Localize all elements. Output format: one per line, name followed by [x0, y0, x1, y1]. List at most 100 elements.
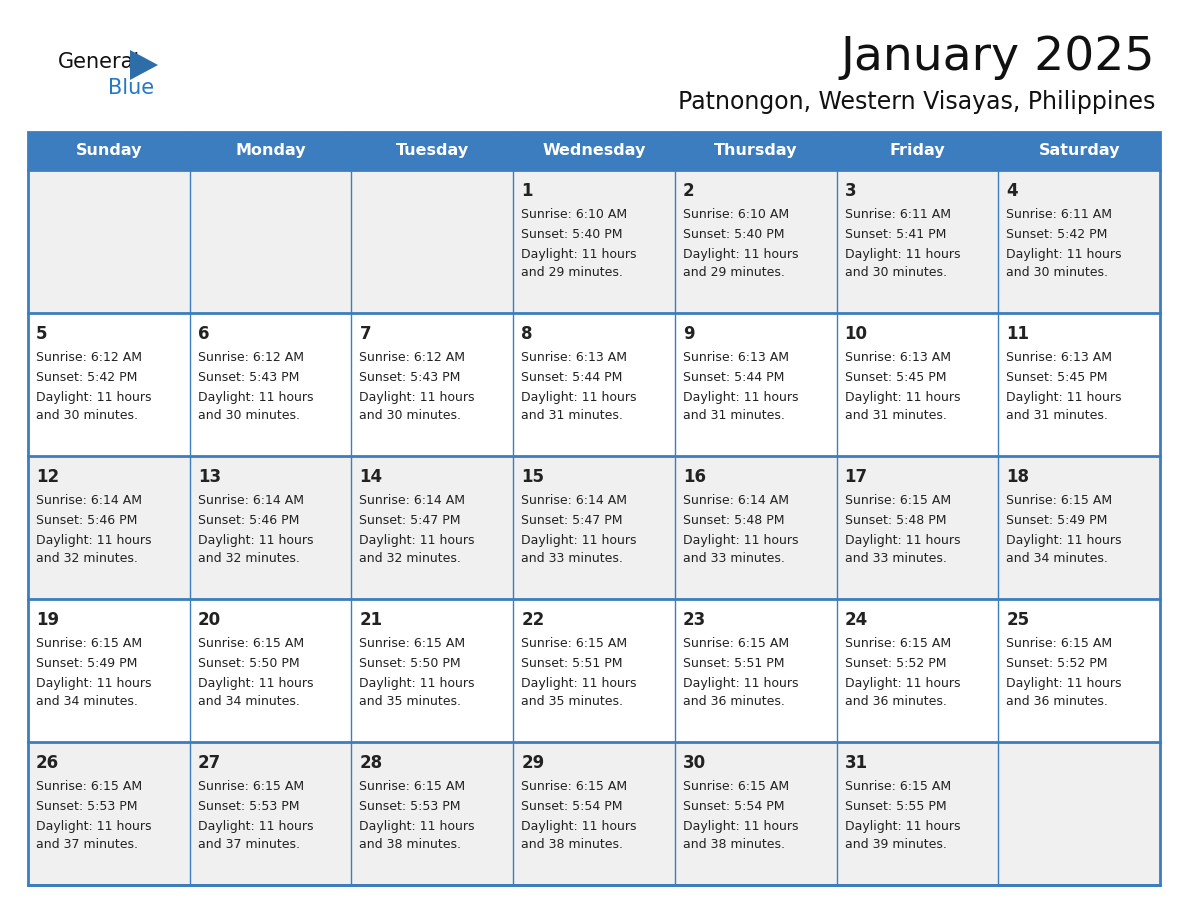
Text: Sunset: 5:41 PM: Sunset: 5:41 PM — [845, 228, 946, 241]
Text: and 30 minutes.: and 30 minutes. — [845, 266, 947, 279]
Text: and 30 minutes.: and 30 minutes. — [360, 409, 461, 422]
Text: Daylight: 11 hours: Daylight: 11 hours — [522, 677, 637, 690]
Text: and 34 minutes.: and 34 minutes. — [1006, 552, 1108, 565]
Text: 13: 13 — [197, 468, 221, 486]
Text: Daylight: 11 hours: Daylight: 11 hours — [36, 677, 152, 690]
Text: 7: 7 — [360, 325, 371, 343]
Text: Sunset: 5:52 PM: Sunset: 5:52 PM — [1006, 657, 1107, 670]
Text: Monday: Monday — [235, 143, 305, 159]
Text: Sunset: 5:53 PM: Sunset: 5:53 PM — [197, 800, 299, 813]
Text: Sunset: 5:54 PM: Sunset: 5:54 PM — [683, 800, 784, 813]
Text: Sunset: 5:48 PM: Sunset: 5:48 PM — [845, 514, 946, 527]
Text: Daylight: 11 hours: Daylight: 11 hours — [197, 677, 314, 690]
Text: and 29 minutes.: and 29 minutes. — [522, 266, 623, 279]
Text: Sunrise: 6:15 AM: Sunrise: 6:15 AM — [845, 494, 950, 507]
Text: 22: 22 — [522, 611, 544, 629]
Text: Sunset: 5:45 PM: Sunset: 5:45 PM — [1006, 371, 1107, 384]
Text: Daylight: 11 hours: Daylight: 11 hours — [845, 391, 960, 404]
Text: Sunset: 5:51 PM: Sunset: 5:51 PM — [683, 657, 784, 670]
Text: Sunrise: 6:14 AM: Sunrise: 6:14 AM — [360, 494, 466, 507]
Text: 21: 21 — [360, 611, 383, 629]
Text: Sunrise: 6:15 AM: Sunrise: 6:15 AM — [522, 780, 627, 793]
Text: Sunrise: 6:15 AM: Sunrise: 6:15 AM — [845, 637, 950, 650]
Text: and 35 minutes.: and 35 minutes. — [522, 695, 624, 708]
Text: 4: 4 — [1006, 182, 1018, 200]
Text: and 33 minutes.: and 33 minutes. — [522, 552, 623, 565]
Text: January 2025: January 2025 — [840, 36, 1155, 81]
Text: Sunset: 5:46 PM: Sunset: 5:46 PM — [197, 514, 299, 527]
Text: Sunset: 5:55 PM: Sunset: 5:55 PM — [845, 800, 946, 813]
Text: and 37 minutes.: and 37 minutes. — [197, 838, 299, 851]
Text: 27: 27 — [197, 754, 221, 772]
Text: Daylight: 11 hours: Daylight: 11 hours — [197, 534, 314, 547]
Text: Sunrise: 6:10 AM: Sunrise: 6:10 AM — [522, 208, 627, 221]
Text: and 32 minutes.: and 32 minutes. — [36, 552, 138, 565]
Text: Sunrise: 6:15 AM: Sunrise: 6:15 AM — [845, 780, 950, 793]
Text: Sunset: 5:47 PM: Sunset: 5:47 PM — [522, 514, 623, 527]
Text: Sunset: 5:54 PM: Sunset: 5:54 PM — [522, 800, 623, 813]
Text: Wednesday: Wednesday — [542, 143, 646, 159]
Text: Sunrise: 6:15 AM: Sunrise: 6:15 AM — [1006, 494, 1112, 507]
Text: Daylight: 11 hours: Daylight: 11 hours — [845, 248, 960, 261]
Text: 9: 9 — [683, 325, 695, 343]
Text: and 38 minutes.: and 38 minutes. — [360, 838, 461, 851]
Text: and 38 minutes.: and 38 minutes. — [683, 838, 785, 851]
Text: Sunset: 5:50 PM: Sunset: 5:50 PM — [197, 657, 299, 670]
Text: Sunrise: 6:10 AM: Sunrise: 6:10 AM — [683, 208, 789, 221]
Text: Sunset: 5:49 PM: Sunset: 5:49 PM — [1006, 514, 1107, 527]
Text: and 33 minutes.: and 33 minutes. — [683, 552, 785, 565]
Text: Sunset: 5:46 PM: Sunset: 5:46 PM — [36, 514, 138, 527]
Text: Daylight: 11 hours: Daylight: 11 hours — [1006, 534, 1121, 547]
Text: Sunrise: 6:13 AM: Sunrise: 6:13 AM — [845, 351, 950, 364]
Text: Sunrise: 6:15 AM: Sunrise: 6:15 AM — [360, 780, 466, 793]
Text: Sunset: 5:43 PM: Sunset: 5:43 PM — [197, 371, 299, 384]
Text: Sunrise: 6:13 AM: Sunrise: 6:13 AM — [683, 351, 789, 364]
Text: Blue: Blue — [108, 78, 154, 98]
Text: Sunday: Sunday — [76, 143, 143, 159]
Text: Sunset: 5:53 PM: Sunset: 5:53 PM — [360, 800, 461, 813]
Text: 26: 26 — [36, 754, 59, 772]
Text: 20: 20 — [197, 611, 221, 629]
Text: Daylight: 11 hours: Daylight: 11 hours — [522, 391, 637, 404]
Bar — [29, 742, 1159, 885]
Text: and 29 minutes.: and 29 minutes. — [683, 266, 785, 279]
Text: 14: 14 — [360, 468, 383, 486]
Text: and 32 minutes.: and 32 minutes. — [197, 552, 299, 565]
Text: 1: 1 — [522, 182, 532, 200]
Text: 29: 29 — [522, 754, 544, 772]
Text: 6: 6 — [197, 325, 209, 343]
Text: Daylight: 11 hours: Daylight: 11 hours — [683, 677, 798, 690]
Text: Daylight: 11 hours: Daylight: 11 hours — [360, 391, 475, 404]
Text: Daylight: 11 hours: Daylight: 11 hours — [36, 820, 152, 833]
Text: 5: 5 — [36, 325, 48, 343]
Text: Friday: Friday — [890, 143, 946, 159]
Text: Sunrise: 6:15 AM: Sunrise: 6:15 AM — [683, 637, 789, 650]
Text: Daylight: 11 hours: Daylight: 11 hours — [36, 391, 152, 404]
Text: Sunrise: 6:15 AM: Sunrise: 6:15 AM — [522, 637, 627, 650]
Text: 10: 10 — [845, 325, 867, 343]
Text: Daylight: 11 hours: Daylight: 11 hours — [1006, 248, 1121, 261]
Text: 24: 24 — [845, 611, 867, 629]
Bar — [29, 170, 1159, 313]
Text: Sunrise: 6:11 AM: Sunrise: 6:11 AM — [1006, 208, 1112, 221]
Text: Saturday: Saturday — [1038, 143, 1120, 159]
Text: 2: 2 — [683, 182, 695, 200]
Bar — [29, 313, 1159, 456]
Text: and 34 minutes.: and 34 minutes. — [36, 695, 138, 708]
Text: Sunset: 5:44 PM: Sunset: 5:44 PM — [683, 371, 784, 384]
Text: and 30 minutes.: and 30 minutes. — [36, 409, 138, 422]
Polygon shape — [129, 50, 158, 80]
Text: 31: 31 — [845, 754, 867, 772]
Text: Sunrise: 6:15 AM: Sunrise: 6:15 AM — [1006, 637, 1112, 650]
Text: Sunrise: 6:15 AM: Sunrise: 6:15 AM — [36, 780, 143, 793]
Text: and 36 minutes.: and 36 minutes. — [845, 695, 947, 708]
Text: Daylight: 11 hours: Daylight: 11 hours — [522, 820, 637, 833]
Text: and 31 minutes.: and 31 minutes. — [1006, 409, 1108, 422]
Text: and 30 minutes.: and 30 minutes. — [197, 409, 299, 422]
Text: and 32 minutes.: and 32 minutes. — [360, 552, 461, 565]
Text: Sunset: 5:40 PM: Sunset: 5:40 PM — [522, 228, 623, 241]
Text: Sunrise: 6:15 AM: Sunrise: 6:15 AM — [197, 637, 304, 650]
Text: Daylight: 11 hours: Daylight: 11 hours — [197, 820, 314, 833]
Text: Sunrise: 6:15 AM: Sunrise: 6:15 AM — [683, 780, 789, 793]
Text: Daylight: 11 hours: Daylight: 11 hours — [845, 820, 960, 833]
